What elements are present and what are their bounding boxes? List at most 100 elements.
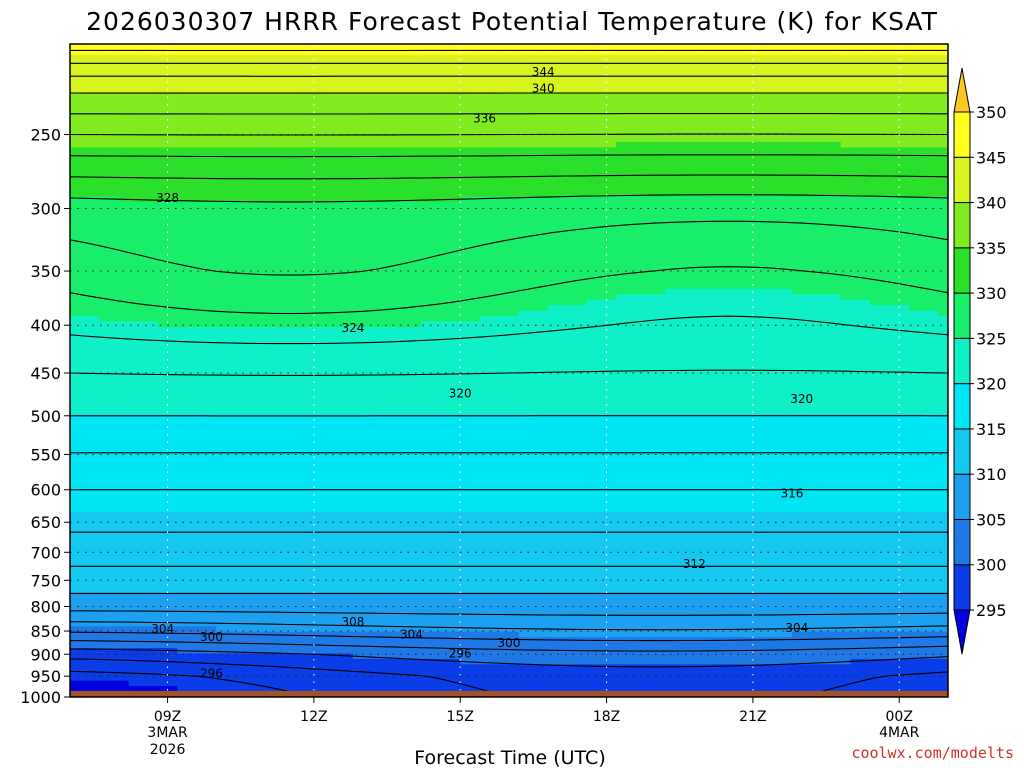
theta-cell <box>382 414 393 513</box>
theta-cell <box>245 201 256 328</box>
theta-cell <box>362 414 374 513</box>
theta-cell <box>645 664 656 697</box>
theta-cell <box>616 196 627 295</box>
theta-cell <box>567 196 578 306</box>
theta-cell <box>313 326 325 415</box>
theta-cell <box>840 593 852 633</box>
theta-cell <box>840 54 852 94</box>
theta-cell <box>206 54 217 94</box>
theta-cell <box>216 54 227 94</box>
contour-label-text: 296 <box>449 646 472 660</box>
theta-cell <box>528 147 539 197</box>
ground-surface <box>70 690 948 697</box>
theta-cell <box>616 141 627 197</box>
theta-cell <box>167 414 178 513</box>
theta-cell <box>587 299 598 415</box>
theta-cell <box>177 511 188 595</box>
contour-line <box>70 154 948 158</box>
theta-cell <box>557 305 569 415</box>
theta-cell <box>821 54 832 94</box>
theta-cell <box>791 54 803 94</box>
theta-cell <box>109 321 120 415</box>
theta-cell <box>733 414 744 513</box>
theta-cell <box>557 414 569 513</box>
theta-cell <box>148 648 159 687</box>
theta-cell <box>723 141 734 197</box>
theta-cell <box>684 141 695 197</box>
theta-cell <box>469 631 481 665</box>
theta-cell <box>596 54 608 94</box>
theta-cell <box>421 631 432 660</box>
theta-cell <box>79 54 91 94</box>
theta-cell <box>226 414 237 513</box>
y-tick-label: 600 <box>30 481 61 500</box>
theta-cell <box>528 664 539 697</box>
theta-cell <box>421 511 432 595</box>
theta-cell <box>89 414 100 513</box>
theta-cell <box>411 631 422 660</box>
theta-cell <box>430 631 442 660</box>
theta-cell <box>791 44 803 56</box>
theta-cell <box>391 44 403 56</box>
y-tick-label: 300 <box>30 200 61 219</box>
colorbar-segment <box>953 247 971 294</box>
theta-cell <box>879 92 891 148</box>
theta-cell <box>655 664 666 697</box>
theta-cell <box>157 414 169 513</box>
theta-cell <box>469 147 481 197</box>
theta-cell <box>323 54 334 94</box>
theta-cell <box>469 44 481 56</box>
theta-cell <box>255 593 266 633</box>
theta-cell <box>801 141 813 197</box>
contour-label: 328 <box>156 191 179 205</box>
theta-cell <box>167 201 178 328</box>
colorbar-label: 325 <box>976 329 1007 348</box>
theta-cell <box>938 147 948 197</box>
theta-cell <box>772 664 783 697</box>
theta-cell <box>626 294 637 415</box>
theta-cell <box>772 54 783 94</box>
theta-cell <box>440 44 452 56</box>
theta-cell <box>109 196 120 323</box>
theta-cell <box>450 414 461 513</box>
theta-cell <box>304 653 315 697</box>
theta-contours <box>70 49 948 696</box>
theta-cell <box>830 196 842 295</box>
theta-cell <box>674 141 686 197</box>
y-tick-label: 500 <box>30 407 61 426</box>
theta-cell <box>70 54 81 94</box>
theta-cell <box>860 44 871 56</box>
theta-cell <box>411 326 422 415</box>
theta-cell <box>304 631 315 655</box>
theta-cell <box>440 321 452 415</box>
colorbar-label: 320 <box>976 375 1007 394</box>
theta-cell <box>869 305 881 415</box>
theta-cell <box>704 196 715 290</box>
theta-cell <box>352 92 364 148</box>
theta-cell <box>499 414 510 513</box>
theta-cell <box>528 593 539 638</box>
theta-cell <box>587 196 598 301</box>
theta-cell <box>655 54 666 94</box>
theta-cell <box>596 196 608 301</box>
theta-cell <box>118 414 130 513</box>
theta-cell <box>187 414 198 513</box>
theta-cell <box>938 196 948 317</box>
theta-cell <box>801 196 813 295</box>
theta-cell <box>333 653 344 697</box>
theta-cell <box>908 631 920 660</box>
theta-cell <box>469 196 481 323</box>
theta-cell <box>635 44 647 56</box>
theta-cell <box>352 201 364 328</box>
theta-cell <box>606 147 617 197</box>
theta-cell <box>479 196 491 317</box>
theta-cell <box>128 54 139 94</box>
theta-cell <box>528 92 539 148</box>
y-tick-label: 450 <box>30 364 61 383</box>
theta-cell <box>869 631 881 660</box>
theta-cell <box>411 147 422 203</box>
theta-cell <box>89 44 100 56</box>
theta-cell <box>274 593 286 633</box>
theta-cell <box>313 44 325 56</box>
theta-cell <box>889 593 900 633</box>
